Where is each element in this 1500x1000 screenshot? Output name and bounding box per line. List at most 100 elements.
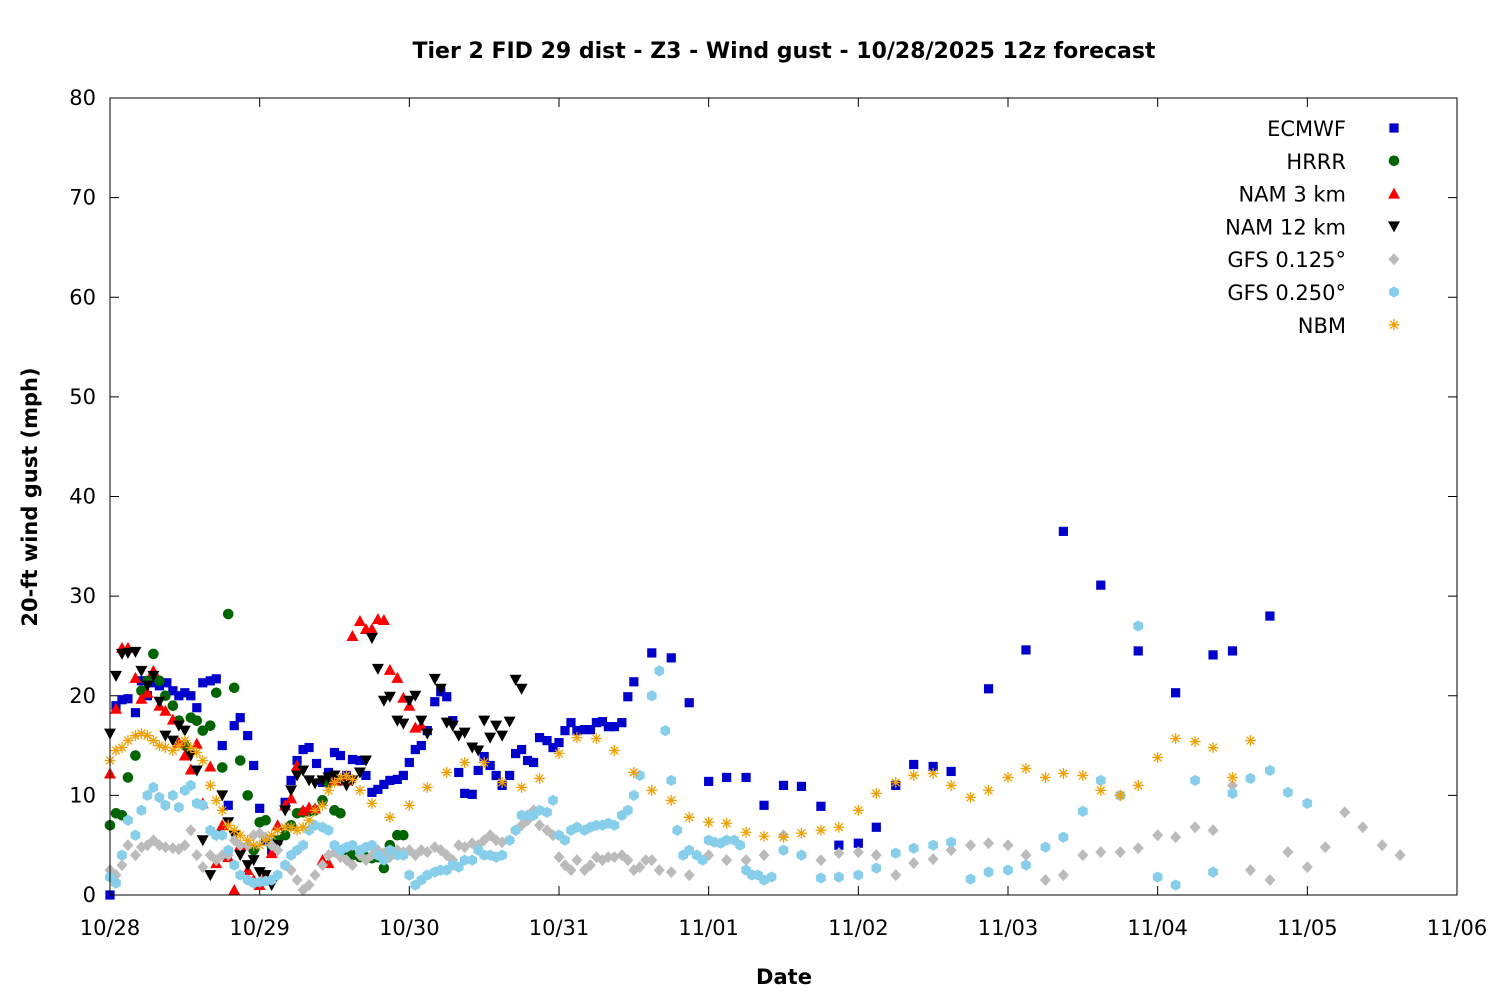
data-point bbox=[852, 804, 864, 816]
x-axis-label: Date bbox=[756, 965, 812, 989]
data-point bbox=[534, 819, 546, 832]
data-point bbox=[1152, 829, 1164, 842]
data-point bbox=[421, 781, 433, 793]
data-point bbox=[548, 742, 558, 753]
data-point bbox=[159, 704, 172, 716]
data-point bbox=[354, 784, 366, 796]
data-point bbox=[497, 849, 507, 861]
data-point bbox=[458, 727, 471, 739]
data-point bbox=[1227, 771, 1238, 783]
data-point bbox=[653, 864, 665, 877]
data-point bbox=[135, 665, 148, 677]
data-point bbox=[852, 846, 864, 859]
data-point bbox=[403, 799, 415, 811]
data-point bbox=[359, 755, 372, 767]
data-point bbox=[548, 794, 558, 806]
data-point bbox=[122, 772, 134, 783]
data-point bbox=[454, 767, 464, 778]
data-point bbox=[484, 732, 497, 744]
data-point bbox=[459, 756, 471, 768]
legend-marker bbox=[1389, 123, 1399, 133]
data-point bbox=[422, 869, 433, 881]
data-point bbox=[684, 844, 695, 856]
data-point bbox=[234, 755, 246, 766]
data-point bbox=[1171, 688, 1181, 698]
x-tick-label: 11/03 bbox=[978, 916, 1039, 940]
data-point bbox=[1077, 805, 1088, 817]
data-point bbox=[179, 839, 191, 852]
data-point bbox=[228, 682, 240, 694]
data-point bbox=[503, 716, 516, 728]
data-point bbox=[515, 683, 528, 695]
data-point bbox=[478, 756, 490, 768]
data-point bbox=[609, 819, 620, 831]
data-point bbox=[778, 844, 789, 856]
data-point bbox=[304, 742, 314, 753]
data-point bbox=[141, 686, 154, 698]
data-point bbox=[242, 834, 254, 846]
data-point bbox=[945, 844, 957, 857]
data-point bbox=[205, 676, 215, 686]
data-point bbox=[834, 840, 844, 850]
data-point bbox=[459, 841, 471, 854]
legend-label: NBM bbox=[1298, 314, 1346, 338]
data-point bbox=[908, 842, 919, 854]
data-point bbox=[421, 846, 433, 859]
chart-title: Tier 2 FID 29 dist - Z3 - Wind gust - 10… bbox=[413, 39, 1156, 64]
data-point bbox=[216, 762, 228, 773]
data-point bbox=[927, 767, 939, 779]
data-point bbox=[983, 837, 995, 850]
data-point bbox=[565, 864, 577, 877]
data-point bbox=[1282, 846, 1294, 859]
data-point bbox=[398, 829, 409, 841]
data-point bbox=[478, 715, 491, 727]
data-point bbox=[309, 778, 322, 790]
data-point bbox=[1077, 849, 1089, 862]
series-gfs-0-250 bbox=[105, 620, 1313, 891]
data-point bbox=[178, 725, 191, 737]
data-point bbox=[1020, 849, 1032, 862]
data-point bbox=[117, 849, 127, 861]
data-point bbox=[211, 674, 221, 684]
data-point bbox=[335, 808, 346, 819]
data-point bbox=[1207, 742, 1219, 754]
data-point bbox=[1394, 849, 1406, 862]
x-axis-ticks: 10/28 10/29 10/30 10/31 11/01 11/02 11/03 11/04… bbox=[80, 98, 1487, 940]
data-point bbox=[160, 799, 171, 811]
data-point bbox=[1095, 846, 1107, 859]
data-point bbox=[428, 673, 441, 685]
data-point bbox=[591, 718, 602, 728]
data-point bbox=[148, 648, 159, 660]
data-point bbox=[174, 801, 184, 813]
data-point bbox=[185, 742, 197, 754]
data-point bbox=[759, 874, 769, 886]
data-point bbox=[279, 805, 292, 817]
data-point bbox=[109, 670, 122, 682]
data-point bbox=[311, 758, 322, 769]
x-tick-label: 11/01 bbox=[678, 916, 739, 940]
data-point bbox=[697, 854, 708, 866]
data-point bbox=[446, 720, 459, 732]
data-point bbox=[1095, 784, 1107, 796]
data-point bbox=[385, 844, 395, 856]
data-point bbox=[928, 839, 939, 851]
data-point bbox=[927, 853, 939, 866]
data-point bbox=[534, 772, 546, 784]
data-point bbox=[758, 849, 770, 862]
data-point bbox=[510, 824, 521, 836]
data-point bbox=[229, 721, 239, 731]
data-point bbox=[473, 765, 483, 776]
data-point bbox=[554, 737, 564, 748]
data-point bbox=[328, 770, 341, 782]
data-point bbox=[110, 745, 122, 757]
x-tick-label: 11/02 bbox=[828, 916, 889, 940]
data-point bbox=[983, 684, 994, 694]
data-point bbox=[666, 774, 677, 787]
data-point bbox=[121, 647, 134, 659]
data-point bbox=[516, 781, 528, 793]
data-point bbox=[335, 750, 346, 761]
data-point bbox=[504, 834, 515, 846]
data-point bbox=[1227, 646, 1238, 656]
data-point bbox=[721, 834, 732, 846]
